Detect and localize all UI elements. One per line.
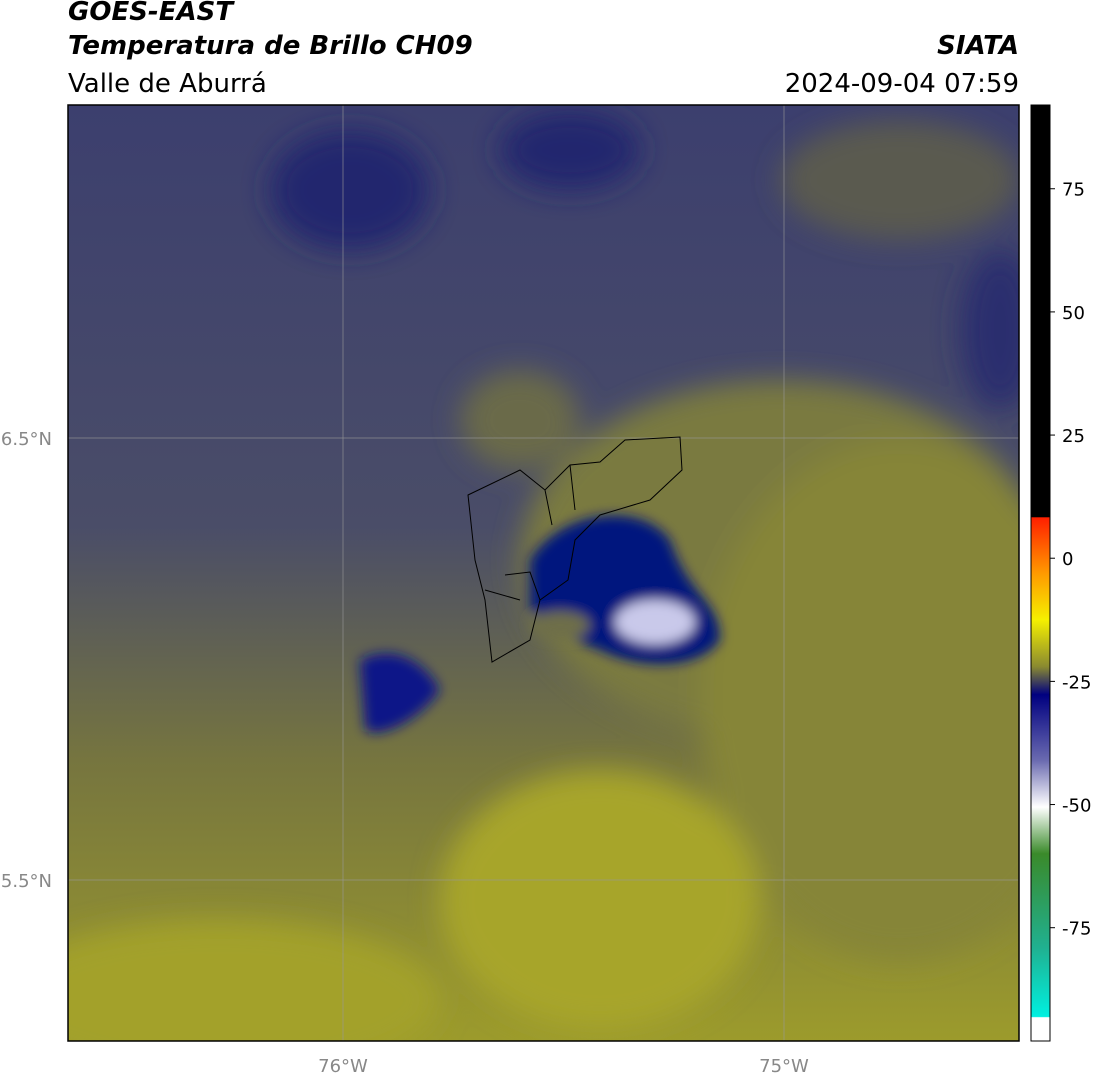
colorbar-tick-label: -75: [1062, 919, 1091, 940]
lat-label: 5.5°N: [1, 871, 52, 892]
title: GOES-EAST: [68, 0, 235, 27]
map: [68, 105, 1019, 1041]
region: Valle de Aburrá: [68, 69, 267, 99]
colorbar-tick-label: -50: [1062, 796, 1091, 817]
colorbar-tick-label: 25: [1062, 426, 1085, 447]
timestamp: 2024-09-04 07:59: [785, 69, 1019, 99]
lon-label: 76°W: [318, 1056, 368, 1077]
lon-label: 75°W: [759, 1056, 809, 1077]
colorbar: [1030, 104, 1051, 1042]
colorbar-tick-label: 75: [1062, 180, 1085, 201]
subtitle: Temperatura de Brillo CH09: [68, 31, 473, 61]
source: SIATA: [937, 31, 1019, 61]
lat-label: 6.5°N: [1, 429, 52, 450]
colorbar-tick-label: 0: [1062, 549, 1073, 570]
colorbar-tick-label: 50: [1062, 303, 1085, 324]
colorbar-tick-label: -25: [1062, 672, 1091, 693]
